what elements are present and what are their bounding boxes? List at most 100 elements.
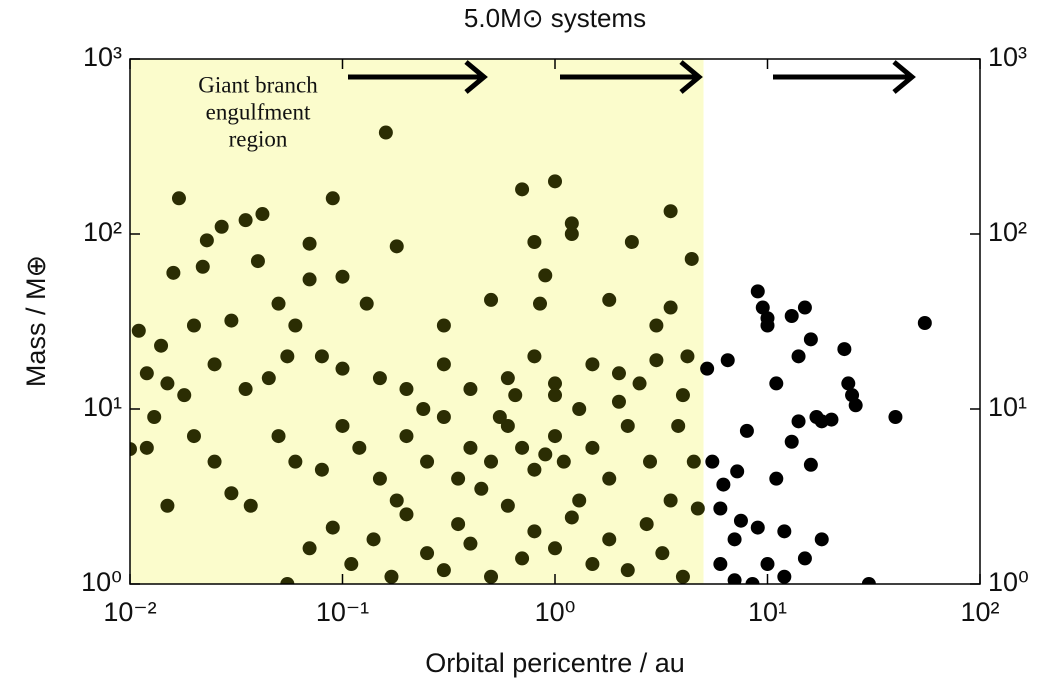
scatter-point bbox=[474, 481, 489, 496]
scatter-point bbox=[602, 471, 617, 486]
scatter-point bbox=[533, 296, 548, 311]
y2-tick-label: 10¹ bbox=[988, 392, 1027, 422]
plot-area bbox=[130, 59, 932, 584]
scatter-point bbox=[713, 557, 728, 572]
x-tick-label: 10⁻¹ bbox=[316, 597, 369, 627]
y2-tick-label: 10⁰ bbox=[988, 567, 1029, 597]
scatter-point bbox=[436, 410, 451, 425]
scatter-point bbox=[841, 376, 856, 391]
scatter-point bbox=[624, 235, 639, 250]
scatter-point bbox=[389, 493, 404, 508]
scatter-point bbox=[366, 532, 381, 547]
scatter-point bbox=[399, 507, 414, 522]
scatter-point bbox=[384, 569, 399, 584]
scatter-point bbox=[700, 361, 715, 376]
scatter-point bbox=[271, 296, 286, 311]
scatter-point bbox=[389, 239, 404, 254]
scatter-point bbox=[147, 410, 162, 425]
scatter-point bbox=[643, 454, 658, 469]
scatter-point bbox=[797, 300, 812, 315]
scatter-point bbox=[730, 464, 745, 479]
scatter-point bbox=[572, 493, 587, 508]
scatter-point bbox=[745, 577, 760, 584]
scatter-point bbox=[314, 462, 329, 477]
y-tick-label: 10¹ bbox=[83, 392, 122, 422]
scatter-point bbox=[791, 349, 806, 364]
scatter-point bbox=[484, 569, 499, 584]
scatter-point bbox=[686, 454, 701, 469]
scatter-point bbox=[314, 349, 329, 364]
scatter-point bbox=[160, 498, 175, 513]
y2-tick-label: 10² bbox=[988, 217, 1027, 247]
scatter-point bbox=[250, 254, 265, 269]
scatter-point bbox=[733, 513, 748, 528]
scatter-point bbox=[548, 541, 562, 556]
scatter-point bbox=[302, 272, 317, 287]
scatter-point bbox=[797, 551, 812, 566]
scatter-point bbox=[564, 510, 579, 525]
scatter-point bbox=[888, 410, 903, 425]
scatter-point bbox=[538, 268, 553, 283]
scatter-point bbox=[139, 366, 154, 381]
scatter-point bbox=[548, 174, 562, 189]
scatter-point bbox=[760, 557, 775, 572]
scatter-point bbox=[620, 418, 635, 433]
scatter-point bbox=[680, 349, 695, 364]
scatter-point bbox=[564, 227, 579, 241]
scatter-point bbox=[861, 577, 876, 584]
scatter-point bbox=[271, 429, 286, 444]
scatter-point bbox=[556, 454, 571, 469]
scatter-point bbox=[500, 418, 515, 433]
scatter-point bbox=[238, 213, 253, 228]
shaded-region bbox=[130, 59, 704, 584]
scatter-point bbox=[824, 412, 839, 427]
scatter-point bbox=[784, 308, 799, 323]
scatter-point bbox=[784, 434, 799, 449]
scatter-point bbox=[720, 353, 735, 368]
scatter-point bbox=[527, 235, 542, 250]
scatter-point bbox=[399, 382, 414, 397]
scatter-point bbox=[436, 357, 451, 372]
x-tick-label: 10⁰ bbox=[535, 597, 576, 627]
scatter-point bbox=[243, 498, 258, 513]
scatter-point bbox=[325, 191, 340, 206]
scatter-point bbox=[713, 501, 728, 516]
scatter-point bbox=[769, 471, 784, 486]
chart-title: 5.0M⊙ systems bbox=[464, 3, 646, 33]
scatter-point bbox=[803, 457, 818, 472]
scatter-point bbox=[139, 440, 154, 455]
scatter-point bbox=[716, 477, 731, 492]
scatter-point bbox=[255, 207, 270, 222]
scatter-point bbox=[527, 524, 542, 539]
scatter-point bbox=[814, 532, 829, 547]
scatter-point bbox=[500, 498, 515, 513]
scatter-point bbox=[777, 524, 792, 539]
scatter-point bbox=[420, 454, 435, 469]
scatter-point bbox=[484, 292, 499, 307]
scatter-point bbox=[492, 410, 507, 425]
scatter-point bbox=[515, 440, 530, 455]
scatter-point bbox=[166, 265, 181, 280]
scatter-point bbox=[769, 376, 784, 391]
scatter-point bbox=[352, 440, 367, 455]
scatter-point bbox=[436, 318, 451, 333]
scatter-point bbox=[649, 353, 664, 368]
scatter-point bbox=[585, 440, 600, 455]
scatter-point bbox=[649, 318, 664, 333]
scatter-point bbox=[848, 398, 863, 413]
scatter-point bbox=[302, 236, 317, 251]
scatter-point bbox=[288, 318, 303, 333]
scatter-point bbox=[154, 338, 169, 353]
scatter-point bbox=[585, 357, 600, 372]
scatter-point bbox=[344, 557, 359, 572]
scatter-point bbox=[436, 563, 451, 578]
scatter-point bbox=[335, 269, 350, 284]
y-tick-label: 10³ bbox=[83, 42, 122, 72]
scatter-point bbox=[527, 349, 542, 364]
scatter-point bbox=[777, 569, 792, 584]
scatter-point bbox=[620, 563, 635, 578]
scatter-point bbox=[451, 471, 466, 486]
scatter-point bbox=[727, 532, 742, 547]
scatter-point bbox=[420, 546, 435, 561]
scatter-point bbox=[214, 219, 229, 234]
